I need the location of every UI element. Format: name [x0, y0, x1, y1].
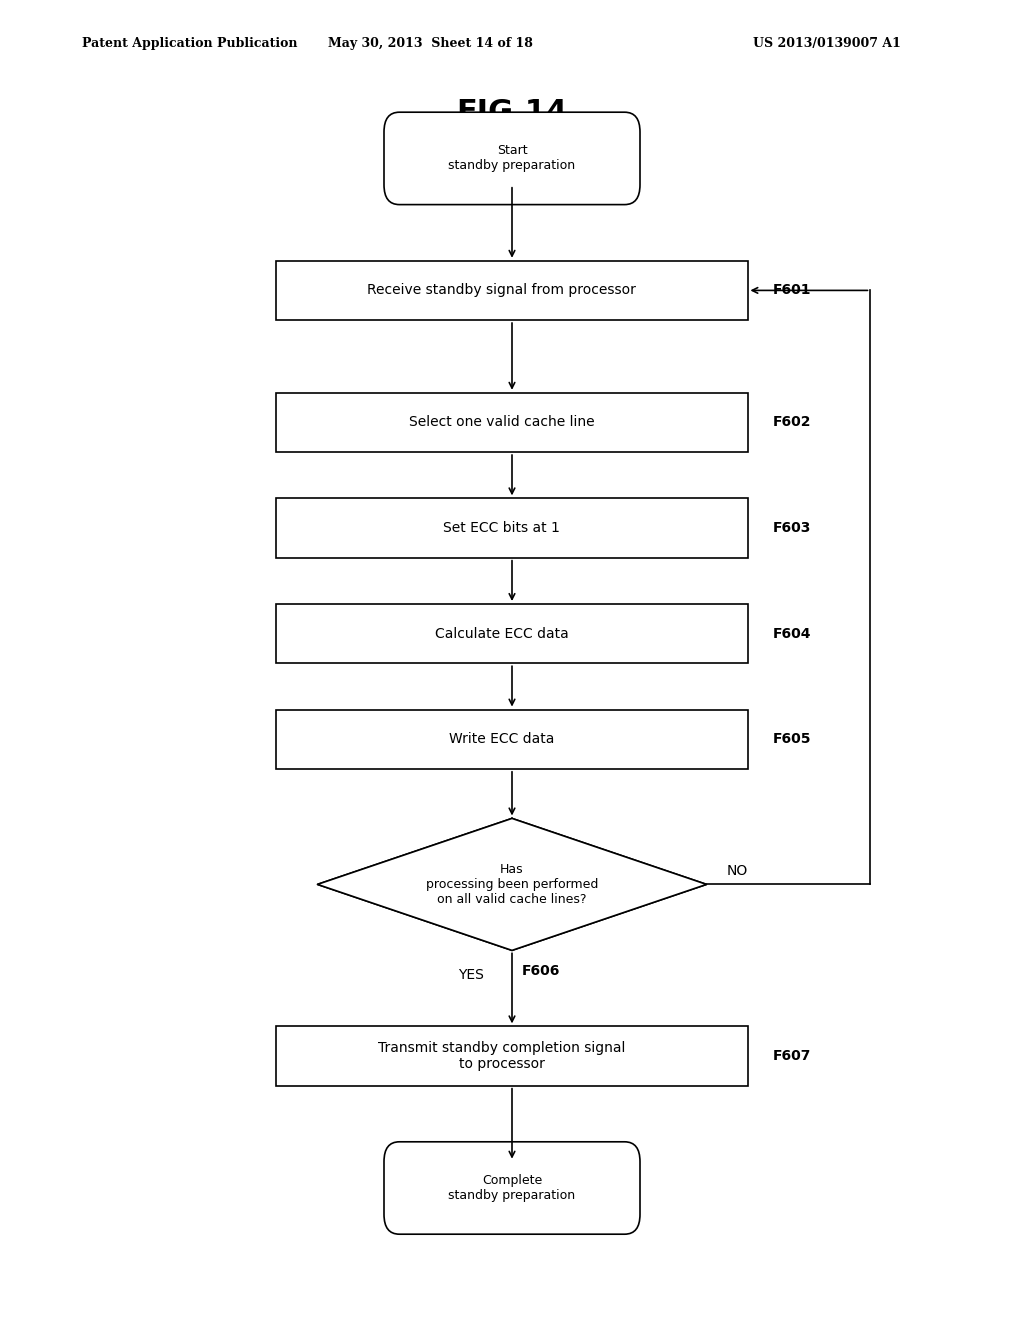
Text: Complete
standby preparation: Complete standby preparation: [449, 1173, 575, 1203]
Text: F607: F607: [773, 1049, 811, 1063]
Text: FIG.14: FIG.14: [457, 98, 567, 127]
Text: Transmit standby completion signal
to processor: Transmit standby completion signal to pr…: [378, 1041, 626, 1071]
Text: Has
processing been performed
on all valid cache lines?: Has processing been performed on all val…: [426, 863, 598, 906]
Text: F605: F605: [773, 733, 812, 746]
Text: Set ECC bits at 1: Set ECC bits at 1: [443, 521, 560, 535]
Text: Patent Application Publication: Patent Application Publication: [82, 37, 297, 50]
Text: Select one valid cache line: Select one valid cache line: [409, 416, 595, 429]
FancyBboxPatch shape: [276, 1027, 748, 1085]
Text: Calculate ECC data: Calculate ECC data: [435, 627, 568, 640]
Text: F606: F606: [522, 964, 560, 978]
Text: Write ECC data: Write ECC data: [450, 733, 554, 746]
FancyBboxPatch shape: [276, 710, 748, 768]
FancyBboxPatch shape: [276, 260, 748, 319]
Text: Receive standby signal from processor: Receive standby signal from processor: [368, 284, 636, 297]
Text: May 30, 2013  Sheet 14 of 18: May 30, 2013 Sheet 14 of 18: [328, 37, 532, 50]
Text: US 2013/0139007 A1: US 2013/0139007 A1: [754, 37, 901, 50]
Text: YES: YES: [458, 968, 484, 982]
FancyBboxPatch shape: [276, 392, 748, 451]
FancyBboxPatch shape: [384, 1142, 640, 1234]
Text: F601: F601: [773, 284, 812, 297]
Text: NO: NO: [727, 863, 749, 878]
Text: F603: F603: [773, 521, 811, 535]
Text: F604: F604: [773, 627, 812, 640]
Text: F602: F602: [773, 416, 812, 429]
Text: Start
standby preparation: Start standby preparation: [449, 144, 575, 173]
FancyBboxPatch shape: [384, 112, 640, 205]
FancyBboxPatch shape: [276, 605, 748, 663]
Polygon shape: [317, 818, 707, 950]
FancyBboxPatch shape: [276, 498, 748, 557]
